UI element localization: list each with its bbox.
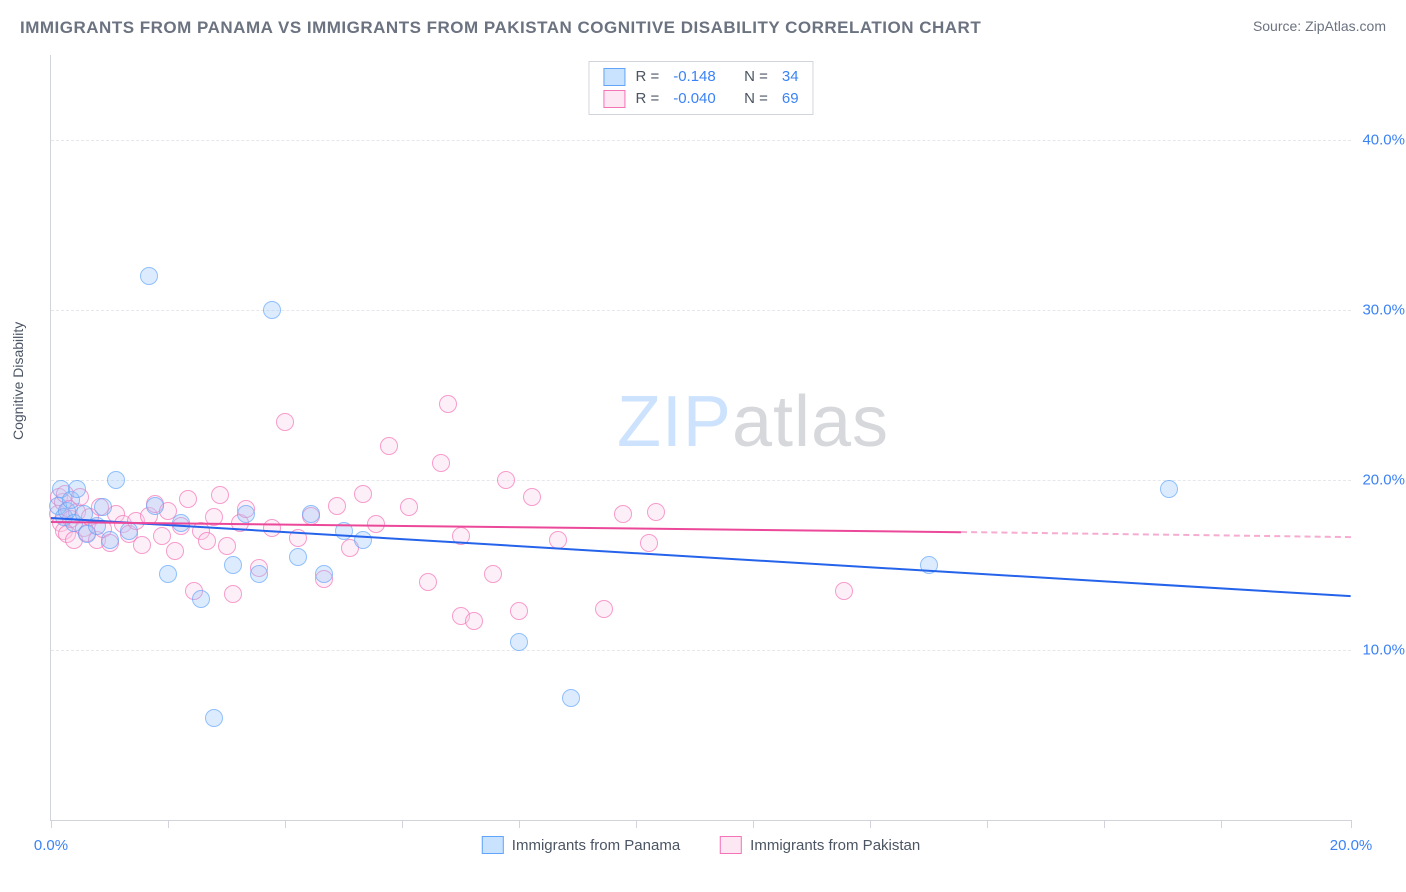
data-point <box>94 498 112 516</box>
r-label: R = <box>635 66 659 88</box>
data-point <box>1160 480 1178 498</box>
data-point <box>302 505 320 523</box>
series-legend: Immigrants from Panama Immigrants from P… <box>482 836 920 854</box>
y-tick-label: 30.0% <box>1362 302 1405 319</box>
data-point <box>276 413 294 431</box>
data-point <box>465 612 483 630</box>
legend-row-pakistan: R = -0.040 N = 69 <box>603 88 798 110</box>
data-point <box>510 633 528 651</box>
data-point <box>211 486 229 504</box>
r-value-panama: -0.148 <box>673 66 716 88</box>
n-value-pakistan: 69 <box>782 88 799 110</box>
data-point <box>140 267 158 285</box>
data-point <box>380 437 398 455</box>
x-tick <box>285 820 286 828</box>
data-point <box>237 505 255 523</box>
data-point <box>315 565 333 583</box>
data-point <box>510 602 528 620</box>
x-tick <box>51 820 52 828</box>
watermark-atlas: atlas <box>732 382 889 462</box>
trendline-pakistan-extension <box>961 531 1351 538</box>
data-point <box>205 709 223 727</box>
data-point <box>146 497 164 515</box>
gridline-horizontal <box>51 310 1351 311</box>
swatch-panama-icon <box>603 68 625 86</box>
source-label: Source: ZipAtlas.com <box>1253 18 1386 34</box>
data-point <box>419 573 437 591</box>
x-tick-label: 20.0% <box>1330 837 1373 854</box>
data-point <box>192 590 210 608</box>
x-tick <box>1104 820 1105 828</box>
y-tick-label: 10.0% <box>1362 642 1405 659</box>
gridline-horizontal <box>51 140 1351 141</box>
x-tick <box>519 820 520 828</box>
data-point <box>101 531 119 549</box>
x-tick <box>870 820 871 828</box>
n-label: N = <box>744 66 768 88</box>
data-point <box>68 480 86 498</box>
data-point <box>289 548 307 566</box>
legend-item-panama: Immigrants from Panama <box>482 836 680 854</box>
n-label: N = <box>744 88 768 110</box>
data-point <box>640 534 658 552</box>
data-point <box>647 503 665 521</box>
data-point <box>218 537 236 555</box>
gridline-horizontal <box>51 480 1351 481</box>
y-axis-label: Cognitive Disability <box>10 322 26 440</box>
n-value-panama: 34 <box>782 66 799 88</box>
data-point <box>263 519 281 537</box>
data-point <box>549 531 567 549</box>
swatch-panama-icon <box>482 836 504 854</box>
y-tick-label: 40.0% <box>1362 132 1405 149</box>
data-point <box>835 582 853 600</box>
legend-label-pakistan: Immigrants from Pakistan <box>750 837 920 854</box>
y-tick-label: 20.0% <box>1362 472 1405 489</box>
legend-row-panama: R = -0.148 N = 34 <box>603 66 798 88</box>
x-tick <box>636 820 637 828</box>
data-point <box>439 395 457 413</box>
data-point <box>595 600 613 618</box>
data-point <box>400 498 418 516</box>
x-tick <box>753 820 754 828</box>
data-point <box>354 531 372 549</box>
data-point <box>179 490 197 508</box>
legend-item-pakistan: Immigrants from Pakistan <box>720 836 920 854</box>
data-point <box>166 542 184 560</box>
data-point <box>484 565 502 583</box>
swatch-pakistan-icon <box>603 90 625 108</box>
x-tick <box>402 820 403 828</box>
data-point <box>614 505 632 523</box>
watermark-zip: ZIP <box>617 382 732 462</box>
data-point <box>224 556 242 574</box>
data-point <box>432 454 450 472</box>
watermark: ZIPatlas <box>617 381 889 463</box>
x-tick-label: 0.0% <box>34 837 68 854</box>
data-point <box>107 471 125 489</box>
x-tick <box>168 820 169 828</box>
r-value-pakistan: -0.040 <box>673 88 716 110</box>
x-tick <box>1221 820 1222 828</box>
legend-label-panama: Immigrants from Panama <box>512 837 680 854</box>
chart-title: IMMIGRANTS FROM PANAMA VS IMMIGRANTS FRO… <box>20 18 981 38</box>
data-point <box>159 565 177 583</box>
data-point <box>224 585 242 603</box>
data-point <box>497 471 515 489</box>
data-point <box>328 497 346 515</box>
data-point <box>153 527 171 545</box>
data-point <box>263 301 281 319</box>
correlation-legend: R = -0.148 N = 34 R = -0.040 N = 69 <box>588 61 813 115</box>
data-point <box>250 565 268 583</box>
data-point <box>120 522 138 540</box>
x-tick <box>987 820 988 828</box>
data-point <box>198 532 216 550</box>
data-point <box>133 536 151 554</box>
data-point <box>523 488 541 506</box>
data-point <box>354 485 372 503</box>
data-point <box>562 689 580 707</box>
gridline-horizontal <box>51 650 1351 651</box>
scatter-plot-area: ZIPatlas R = -0.148 N = 34 R = -0.040 N … <box>50 55 1351 821</box>
r-label: R = <box>635 88 659 110</box>
swatch-pakistan-icon <box>720 836 742 854</box>
x-tick <box>1351 820 1352 828</box>
